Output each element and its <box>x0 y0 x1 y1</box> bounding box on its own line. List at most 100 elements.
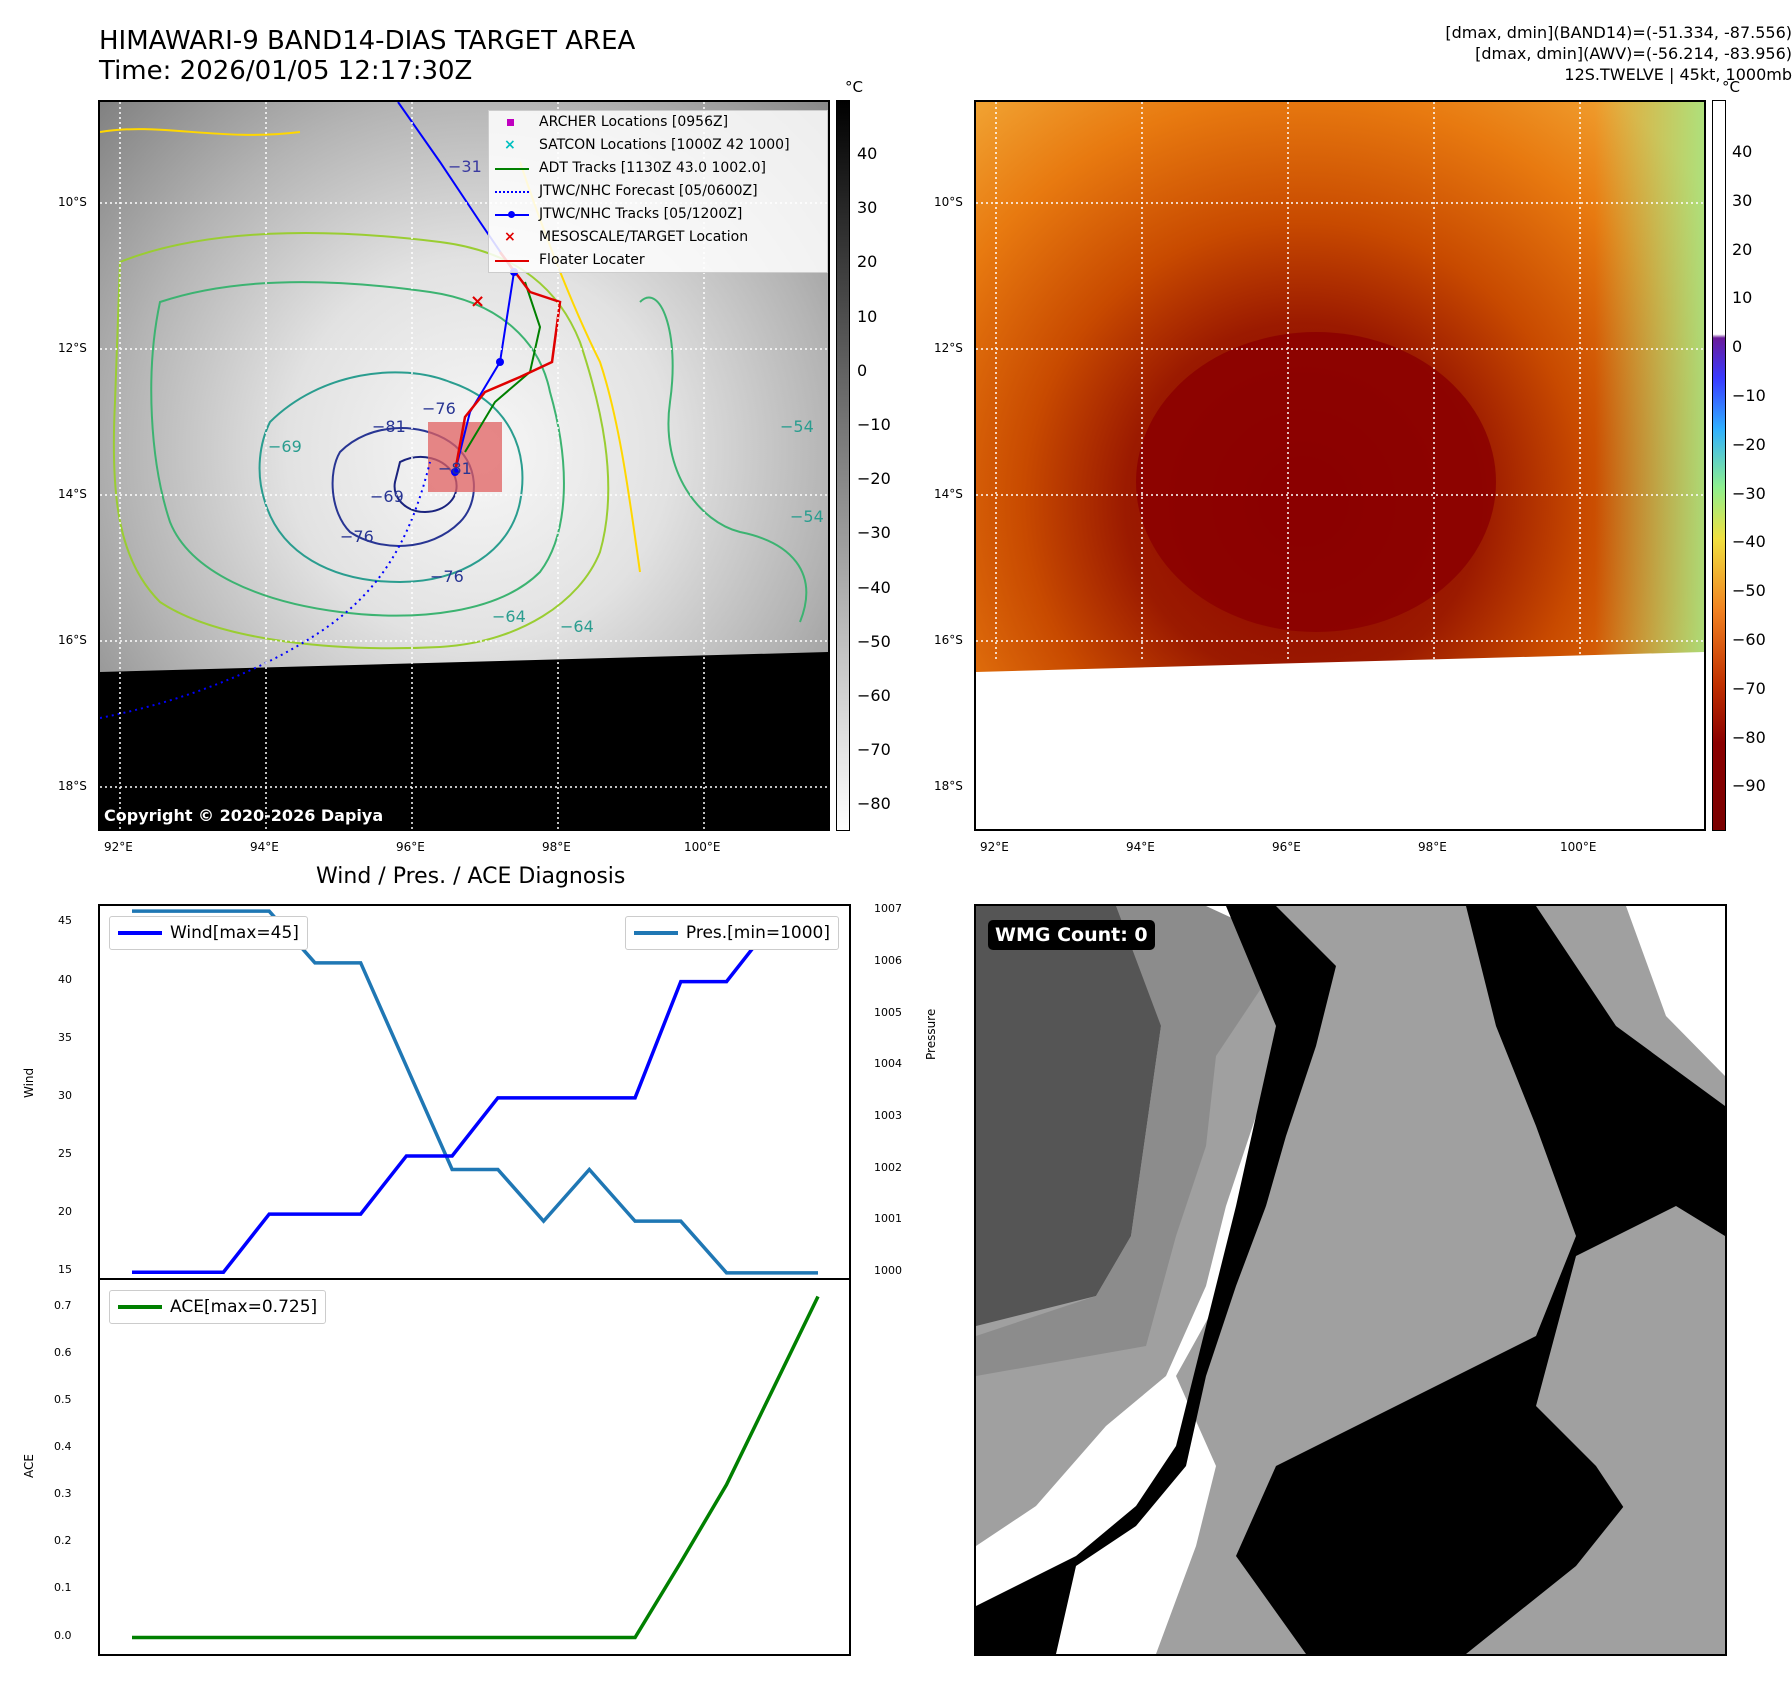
axis-tick-label: 0.5 <box>54 1393 72 1407</box>
floater-line-icon <box>495 260 529 262</box>
lat-label: 10°S <box>58 195 87 209</box>
axis-tick-label: 20 <box>58 1205 72 1219</box>
contour-label: −64 <box>560 617 594 636</box>
lat-label: 16°S <box>934 633 963 647</box>
axis-tick-label: 25 <box>58 1146 72 1160</box>
colorbar-tick-label: 10 <box>1732 288 1753 308</box>
contour-label: −76 <box>422 399 456 418</box>
colorbar-tick-label: −10 <box>1732 386 1766 405</box>
colorbar-tick-label: −90 <box>1732 776 1766 796</box>
contour-label: −76 <box>430 567 464 586</box>
graticule <box>976 102 1704 662</box>
wmg-dark-region <box>976 906 1166 1326</box>
wmg-panel: WMG Count: 0 <box>974 904 1727 1656</box>
colorbar-tick-label: 20 <box>857 252 878 272</box>
lon-label: 100°E <box>684 840 721 854</box>
axis-tick-label: 40 <box>58 972 72 986</box>
colorbar-tick-label: −50 <box>1732 581 1766 601</box>
lat-label: 14°S <box>58 487 87 501</box>
ace-chart: ACE[max=0.725] <box>98 1278 851 1656</box>
colorbar-tick-label: 0 <box>1732 337 1743 357</box>
pressure-legend-swatch <box>633 931 678 935</box>
lat-label: 12°S <box>934 341 963 355</box>
contour-label: −64 <box>492 607 526 626</box>
colorbar-tick-label: −70 <box>1732 678 1766 698</box>
forecast-line-icon <box>495 191 529 193</box>
pressure-axis-label: Pressure <box>924 1008 938 1060</box>
legend-label: MESOSCALE/TARGET Location <box>539 229 749 245</box>
wmg-gray-east <box>1536 1206 1725 1654</box>
contour-label: −31 <box>448 157 482 176</box>
legend-jtwc-tracks: JTWC/NHC Tracks [05/1200Z] <box>489 203 827 226</box>
enhanced-colorbar <box>1712 100 1726 831</box>
legend-label: ARCHER Locations [0956Z] <box>539 114 729 130</box>
colorbar-tick-label: −40 <box>1732 532 1766 552</box>
axis-tick-label: 0.6 <box>54 1346 72 1360</box>
axis-tick-label: 1003 <box>874 1108 902 1122</box>
legend-label: ADT Tracks [1130Z 43.0 1002.0] <box>539 160 766 176</box>
lon-label: 96°E <box>396 840 425 854</box>
axis-tick-label: 0.4 <box>54 1440 72 1454</box>
colorbar-tick-label: −60 <box>1732 630 1766 649</box>
wmg-black-band <box>976 906 1336 1654</box>
contour-label: −81 <box>372 417 406 436</box>
ace-legend-label: ACE[max=0.725] <box>170 1297 318 1317</box>
lon-label: 98°E <box>542 840 571 854</box>
legend-label: SATCON Locations [1000Z 42 1000] <box>539 137 790 153</box>
colorbar-tick-label: −80 <box>1732 727 1766 747</box>
colorbar-tick-label: −30 <box>857 523 891 543</box>
band14-range-text: [dmax, dmin](BAND14)=(-51.334, -87.556) <box>1445 23 1792 42</box>
lon-label: 92°E <box>980 840 1009 854</box>
colorbar-tick-label: 30 <box>857 198 878 218</box>
colorbar-tick-label: −30 <box>1732 483 1766 503</box>
satcon-marker-icon: × <box>504 137 516 153</box>
lon-label: 96°E <box>1272 840 1301 854</box>
track-legend: ARCHER Locations [0956Z] × SATCON Locati… <box>488 110 828 273</box>
figure-time: Time: 2026/01/05 12:17:30Z <box>99 56 473 86</box>
colorbar-tick-label: −40 <box>857 577 891 597</box>
pressure-legend: Pres.[min=1000] <box>624 916 839 950</box>
jtwc-track-point <box>451 468 459 476</box>
lat-label: 12°S <box>58 341 87 355</box>
cold-core <box>1136 332 1496 632</box>
wmg-white-corner <box>1626 906 1725 1076</box>
contour-mid <box>150 281 565 617</box>
wind-series-line <box>132 921 818 1274</box>
contour-core <box>331 427 475 547</box>
ir-satellite-image: × −81 −76 −81 −69 −76 −64 −64 −54 −54 −3… <box>100 102 828 829</box>
contour-label: −81 <box>438 459 472 478</box>
colorbar-tick-label: −70 <box>857 740 891 760</box>
lon-label: 100°E <box>1560 840 1597 854</box>
colorbar-tick-label: 30 <box>1732 190 1753 210</box>
mesoscale-x-icon: × <box>504 229 516 245</box>
contour-east <box>639 296 808 623</box>
adt-line-icon <box>495 168 529 170</box>
contour-label: −76 <box>340 527 374 546</box>
lat-label: 18°S <box>58 779 87 793</box>
colorbar-tick-label: −10 <box>857 415 891 434</box>
wind-legend-label: Wind[max=45] <box>170 923 299 943</box>
storm-info-text: 12S.TWELVE | 45kt, 1000mb <box>1564 65 1792 84</box>
contour-label: −69 <box>370 487 404 506</box>
jtwc-track-point <box>496 358 504 366</box>
colorbar-tick-label: −20 <box>1732 434 1766 454</box>
lon-label: 94°E <box>250 840 279 854</box>
colorbar-tick-label: −20 <box>857 469 891 489</box>
axis-tick-label: 0.2 <box>54 1534 72 1548</box>
jtwc-forecast-track <box>100 461 431 719</box>
lat-label: 10°S <box>934 195 963 209</box>
axis-tick-label: 0.3 <box>54 1487 72 1501</box>
colorbar-tick-label: 10 <box>857 306 878 326</box>
ace-axis-label: ACE <box>22 1454 36 1478</box>
wind-axis-label: Wind <box>22 1067 36 1098</box>
colorbar-tick-label: 0 <box>857 360 868 380</box>
diagnosis-title: Wind / Pres. / ACE Diagnosis <box>316 864 626 889</box>
legend-label: Floater Locater <box>539 252 645 268</box>
legend-satcon: × SATCON Locations [1000Z 42 1000] <box>489 134 827 157</box>
enhanced-ir-image <box>976 102 1704 829</box>
contour-label: −54 <box>780 417 814 436</box>
colorbar-tick-label: 40 <box>1732 142 1753 161</box>
wmg-image <box>976 906 1725 1654</box>
ir-satellite-panel: × −81 −76 −81 −69 −76 −64 −64 −54 −54 −3… <box>98 100 830 831</box>
axis-tick-label: 1005 <box>874 1005 902 1019</box>
